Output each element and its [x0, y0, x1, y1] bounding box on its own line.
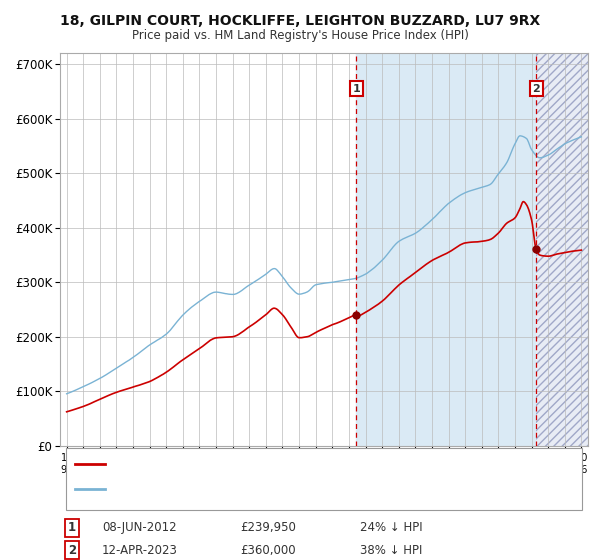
Text: HPI: Average price, detached house, Central Bedfordshire: HPI: Average price, detached house, Cent…: [111, 484, 412, 494]
Text: 08-JUN-2012: 08-JUN-2012: [102, 521, 176, 534]
Text: 24% ↓ HPI: 24% ↓ HPI: [360, 521, 422, 534]
Bar: [536, 53, 600, 446]
Text: 1: 1: [68, 521, 76, 534]
Text: 1: 1: [352, 83, 360, 94]
Text: 2: 2: [532, 83, 540, 94]
Text: 38% ↓ HPI: 38% ↓ HPI: [360, 544, 422, 557]
Text: Price paid vs. HM Land Registry's House Price Index (HPI): Price paid vs. HM Land Registry's House …: [131, 29, 469, 42]
Text: 18, GILPIN COURT, HOCKLIFFE, LEIGHTON BUZZARD, LU7 9RX: 18, GILPIN COURT, HOCKLIFFE, LEIGHTON BU…: [60, 14, 540, 28]
Text: 2: 2: [68, 544, 76, 557]
Bar: [356, 53, 536, 446]
Text: 18, GILPIN COURT, HOCKLIFFE, LEIGHTON BUZZARD, LU7 9RX (detached house): 18, GILPIN COURT, HOCKLIFFE, LEIGHTON BU…: [111, 459, 527, 469]
Text: £360,000: £360,000: [240, 544, 296, 557]
Text: £239,950: £239,950: [240, 521, 296, 534]
Text: 12-APR-2023: 12-APR-2023: [102, 544, 178, 557]
